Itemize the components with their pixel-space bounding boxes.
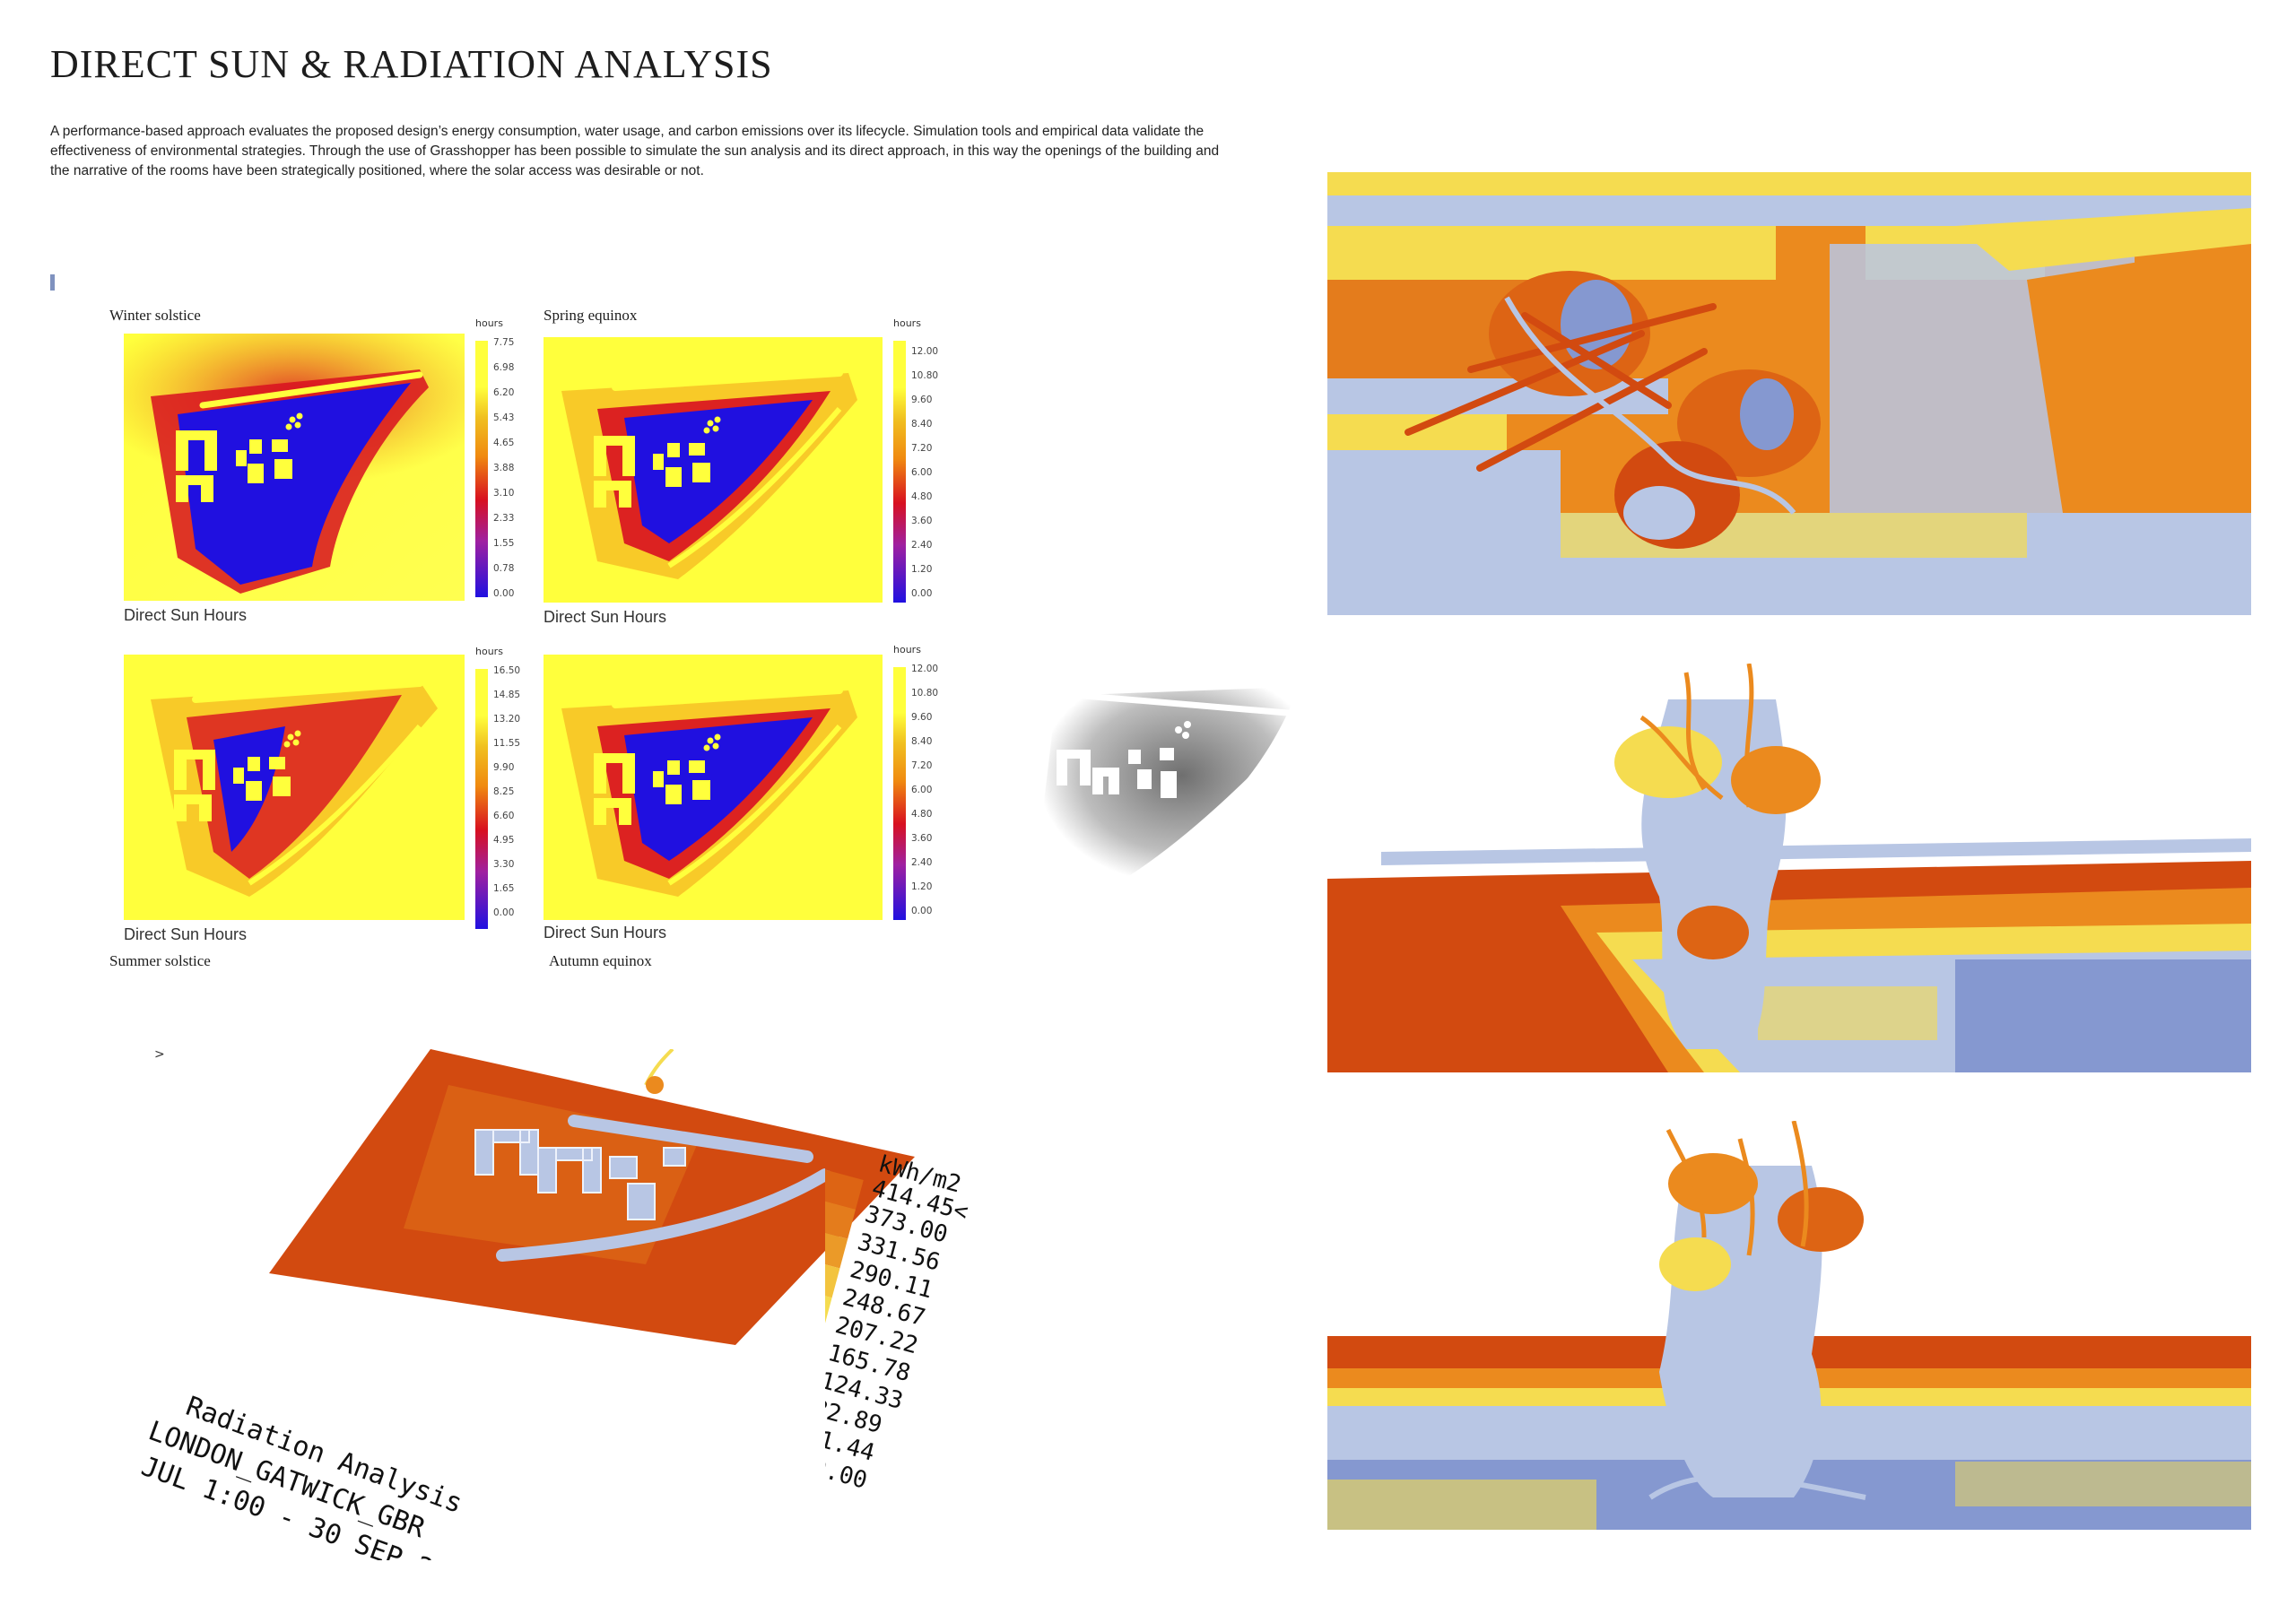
legend-tick: 10.80	[911, 688, 939, 699]
legend-tick: 13.20	[493, 714, 521, 725]
season-label-spring: Spring equinox	[544, 307, 638, 324]
legend-tick: 12.00	[911, 346, 939, 357]
legend-tick: 6.60	[493, 811, 515, 821]
sun-hours-map-autumn	[544, 655, 883, 920]
legend-tick: 7.20	[911, 760, 933, 771]
sun-hours-map-spring	[544, 337, 883, 603]
legend-color-bar	[475, 669, 488, 929]
legend-tick: 8.40	[911, 736, 933, 747]
legend-units: hours	[475, 317, 503, 329]
legend-units: hours	[893, 644, 921, 655]
legend-tick: 9.90	[493, 762, 515, 773]
legend-tick: 6.98	[493, 362, 515, 373]
radiation-3d-elevation	[1327, 1121, 2251, 1530]
site-plan-mask	[1003, 642, 1335, 911]
legend-tick: 7.20	[911, 443, 933, 454]
legend-tick: 12.00	[911, 664, 939, 674]
legend-tick: 6.00	[911, 785, 933, 795]
legend-tick: 0.00	[493, 907, 515, 918]
legend-tick: 3.88	[493, 463, 515, 473]
legend-color-bar	[893, 667, 906, 920]
legend-tick: 4.80	[911, 809, 933, 820]
legend-tick: 6.20	[493, 387, 515, 398]
radiation-analysis-plan	[269, 1049, 915, 1345]
legend-tick: 14.85	[493, 690, 521, 700]
legend-tick: 5.43	[493, 412, 515, 423]
legend-tick: 1.55	[493, 538, 515, 549]
legend-tick: 16.50	[493, 665, 521, 676]
legend-tick: 4.95	[493, 835, 515, 846]
radiation-3d-top-view	[1327, 172, 2251, 615]
legend-tick: 8.40	[911, 419, 933, 430]
legend-tick: 3.30	[493, 859, 515, 870]
accent-mark	[50, 274, 55, 291]
legend-tick: 2.40	[911, 540, 933, 551]
page-title: DIRECT SUN & RADIATION ANALYSIS	[50, 42, 773, 86]
radiation-caption: Radiation Analysis LONDON_GATWICK_GBR 1 …	[107, 1381, 601, 1608]
legend-tick: 0.00	[493, 588, 515, 599]
radiation-3d-perspective	[1327, 664, 2251, 1072]
legend-tick: 0.00	[911, 588, 933, 599]
legend-tick: 10.80	[911, 370, 939, 381]
direct-sun-hours-label-summer: Direct Sun Hours	[124, 925, 248, 943]
radiation-legend-graphic: kWh/m2 414.45< 373.00 331.56 290.11 248.…	[739, 1138, 971, 1495]
direct-sun-hours-label-winter: Direct Sun Hours	[124, 606, 248, 624]
legend-tick: 2.33	[493, 513, 515, 524]
direct-sun-hours-label-spring: Direct Sun Hours	[544, 608, 667, 626]
legend-tick: 0.00	[911, 906, 933, 916]
legend-tick: 6.00	[911, 467, 933, 478]
legend-tick: 1.20	[911, 564, 933, 575]
legend-tick: 1.65	[493, 883, 515, 894]
direct-sun-hours-label-autumn: Direct Sun Hours	[544, 924, 667, 942]
legend-tick: 9.60	[911, 395, 933, 405]
intro-paragraph: A performance-based approach evaluates t…	[50, 124, 1220, 178]
legend-units: hours	[893, 317, 921, 329]
legend-tick: 3.60	[911, 516, 933, 526]
legend-tick: 11.55	[493, 738, 521, 749]
legend-color-bar	[893, 341, 906, 603]
arrow-mark: >	[154, 1047, 165, 1062]
legend-tick: 8.25	[493, 786, 515, 797]
legend-tick: 0.78	[493, 563, 515, 574]
legend-tick: 4.80	[911, 491, 933, 502]
radiation-legend: kWh/m2 414.45< 373.00 331.56 290.11 248.…	[739, 1138, 1094, 1524]
legend-tick: 3.10	[493, 488, 515, 499]
season-label-autumn: Autumn equinox	[549, 952, 652, 969]
legend-tick: 1.20	[911, 881, 933, 892]
sun-hours-map-summer	[124, 655, 465, 920]
legend-units: hours	[475, 646, 503, 657]
legend-tick: 2.40	[911, 857, 933, 868]
sun-hours-map-winter	[124, 334, 465, 601]
legend-tick: 9.60	[911, 712, 933, 723]
season-label-summer: Summer solstice	[109, 952, 211, 969]
legend-color-bar	[475, 341, 488, 597]
legend-tick: 7.75	[493, 337, 515, 348]
legend-tick: 4.65	[493, 438, 515, 448]
legend-tick: 3.60	[911, 833, 933, 844]
season-label-winter: Winter solstice	[109, 307, 201, 324]
